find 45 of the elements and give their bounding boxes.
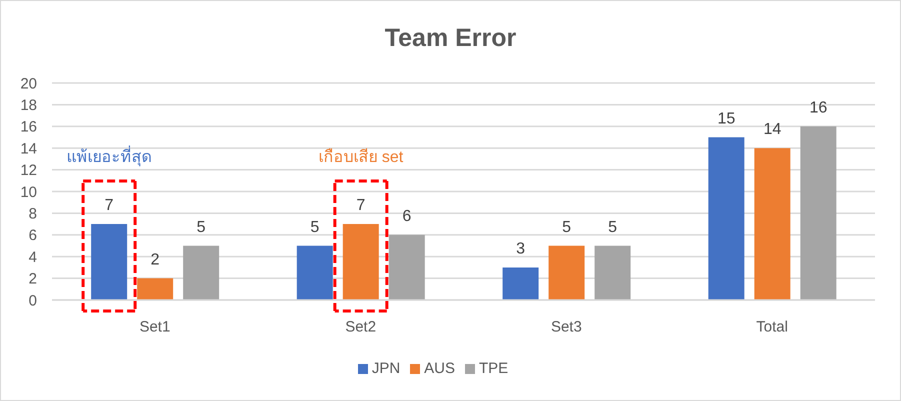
y-tick-label: 0 — [28, 292, 37, 310]
x-tick-label: Total — [756, 318, 788, 336]
y-tick-label: 18 — [20, 97, 37, 114]
x-tick-label: Set3 — [550, 318, 582, 336]
x-tick-label: Set2 — [345, 318, 376, 336]
data-label: 2 — [150, 251, 160, 268]
bar — [342, 224, 379, 300]
y-tick-label: 14 — [20, 140, 37, 158]
bar — [708, 137, 744, 300]
annotation: แพ้เยอะที่สุด — [66, 145, 152, 168]
bar — [502, 267, 539, 300]
bar — [296, 246, 333, 300]
y-tick-label: 6 — [28, 227, 37, 244]
y-tick-label: 4 — [28, 248, 37, 266]
annotation: เกือบเสีย set — [318, 148, 404, 166]
data-label: 7 — [104, 197, 114, 214]
bar — [548, 246, 585, 300]
y-tick-label: 12 — [20, 162, 37, 180]
bar — [91, 224, 128, 300]
legend-label: AUS — [424, 360, 455, 377]
chart-title: Team Error — [384, 24, 516, 52]
data-label: 6 — [402, 208, 412, 225]
bar — [137, 278, 174, 300]
bar — [183, 246, 220, 300]
y-tick-label: 10 — [20, 184, 37, 201]
x-tick-label: Set1 — [139, 318, 170, 336]
data-label: 3 — [516, 240, 526, 258]
data-label: 14 — [763, 121, 782, 138]
data-label: 15 — [717, 110, 736, 128]
data-label: 5 — [562, 218, 572, 236]
data-label: 16 — [809, 99, 828, 116]
bar — [594, 246, 631, 300]
legend-label: JPN — [372, 360, 400, 377]
data-label: 7 — [356, 197, 366, 214]
y-tick-label: 2 — [28, 270, 37, 288]
data-label: 5 — [196, 218, 206, 236]
data-label: 5 — [310, 218, 320, 236]
data-label: 5 — [608, 218, 618, 236]
bar — [754, 148, 790, 300]
y-tick-label: 8 — [28, 206, 37, 223]
bar — [800, 126, 836, 300]
y-tick-label: 16 — [20, 118, 37, 136]
legend-label: TPE — [479, 360, 508, 377]
y-tick-label: 20 — [20, 75, 37, 92]
bar — [388, 234, 425, 300]
